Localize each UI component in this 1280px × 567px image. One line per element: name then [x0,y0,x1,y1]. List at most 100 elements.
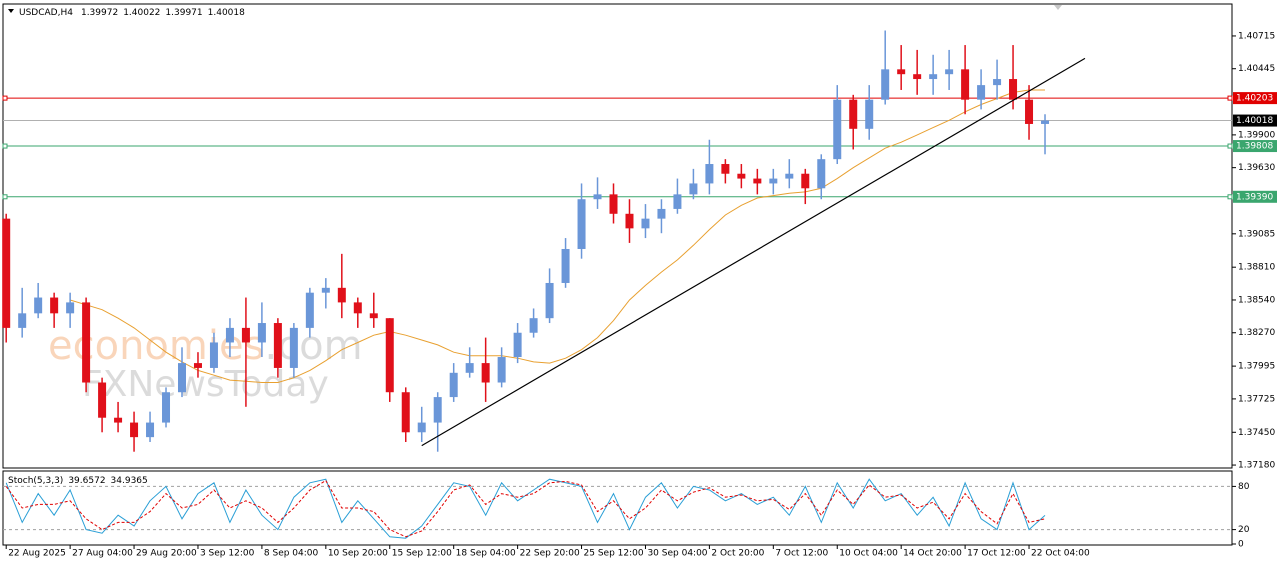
y-tick-label: 1.38540 [1238,295,1275,305]
candle-body [961,69,970,100]
indicator-d: 34.9365 [111,476,148,486]
candle-body [625,213,634,229]
x-tick-label: 30 Sep 04:00 [647,549,707,559]
candle-body [337,287,346,303]
candle-body [321,287,330,293]
candle-body [881,69,890,100]
current-price-tag [1233,114,1277,127]
level-anchor [2,194,8,200]
candle-body [449,372,458,398]
level-anchor [2,95,8,101]
y-tick-label: 1.39085 [1238,229,1275,239]
y-tick-label: 1.37180 [1238,461,1275,471]
x-tick-label: 8 Sep 04:00 [264,549,319,559]
level-anchor [1227,143,1233,149]
y-tick-label: 1.38810 [1238,263,1275,273]
y-tick-label: 1.39630 [1238,163,1275,173]
candle-body [577,199,586,249]
candle-body [833,99,842,160]
candle-body [1025,99,1034,124]
candle-body [817,159,826,189]
moving-average [69,89,1045,383]
candle-body [114,417,123,423]
candle-body [801,173,810,189]
candle-body [929,74,938,80]
x-tick-label: 29 Aug 20:00 [136,549,197,559]
x-tick-label: 10 Oct 04:00 [839,549,898,559]
low: 1.39971 [165,8,202,18]
watermark: economies.com FXNewsToday [48,323,363,405]
candle-body [162,392,171,423]
candle-body [849,99,858,129]
candle-body [2,218,11,328]
candle-body [225,327,234,343]
candle-body [50,297,59,314]
candle-body [401,392,410,433]
candle-body [481,363,490,383]
candle-body [18,313,27,328]
candle-body [1041,120,1050,124]
y-tick-label: 1.38270 [1238,328,1275,338]
symbol-menu-arrow[interactable] [8,9,14,13]
candle-body [66,302,75,314]
candle-body [289,327,298,368]
level-anchor [1227,194,1233,200]
indicator-k: 39.6572 [68,476,105,486]
x-tick-label: 14 Oct 20:00 [903,549,962,559]
candle-body [865,99,874,129]
candle-body [1009,79,1018,100]
candle-body [385,318,394,393]
watermark-sub: FXNewsToday [82,364,329,405]
candle-body [561,248,570,283]
y-tick-label: 1.37450 [1238,428,1275,438]
candle-body [529,318,538,333]
x-tick-label: 2 Oct 20:00 [711,549,764,559]
close: 1.40018 [208,8,245,18]
candle-body [353,302,362,314]
indicator-tick-label: 80 [1238,482,1250,492]
candle-body [209,342,218,368]
shift-marker [1054,5,1062,10]
indicator-line [5,479,1046,538]
x-tick-label: 10 Sep 20:00 [328,549,388,559]
level-tag [1233,140,1277,153]
x-tick-label: 7 Oct 12:00 [775,549,828,559]
candle-body [193,363,202,368]
y-tick-label: 1.37995 [1238,362,1275,372]
candle-body [82,302,91,383]
candle-body [146,422,155,438]
candle-body [945,69,954,75]
y-tick-label: 1.40715 [1238,31,1275,41]
x-tick-label: 22 Oct 04:00 [1031,549,1090,559]
candle-body [609,194,618,214]
open: 1.39972 [81,8,118,18]
candle-body [769,178,778,184]
candle-body [785,173,794,179]
candle-body [913,74,922,80]
x-tick-label: 25 Sep 12:00 [584,549,644,559]
x-tick-label: 22 Aug 2025 [8,549,66,559]
candle-body [897,69,906,75]
y-tick-label: 1.40445 [1238,64,1275,74]
symbol: USDCAD,H4 [19,8,73,18]
candle-body [737,173,746,179]
x-tick-label: 15 Sep 12:00 [392,549,452,559]
candle-body [657,208,666,219]
current-price-label: 1.40018 [1236,116,1273,126]
level-anchor [2,143,8,149]
x-tick-label: 27 Aug 04:00 [72,549,133,559]
candle-body [977,85,986,100]
candle-body [545,282,554,319]
y-tick-label: 1.37725 [1238,394,1275,404]
indicator-header: Stoch(5,3,3) 39.6572 34.9365 [8,476,148,486]
candle-body [241,327,250,343]
indicator-tick-label: 0 [1238,540,1244,550]
candle-body [257,323,266,343]
candle-body [369,313,378,319]
x-tick-label: 3 Sep 12:00 [200,549,255,559]
watermark-brand: economies.com [48,323,363,369]
indicator-panel-frame [2,470,1233,546]
candle-body [689,183,698,195]
